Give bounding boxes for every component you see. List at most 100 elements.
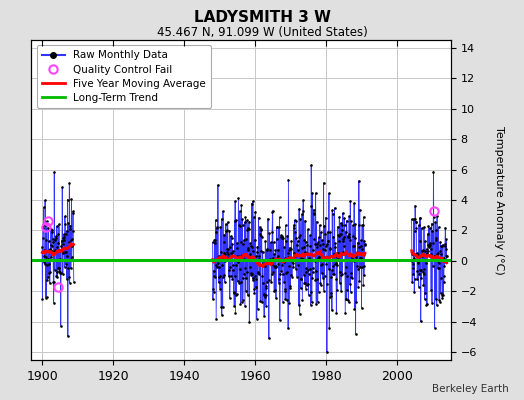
- Point: [45, 261, 53, 268]
- Point: [432, 302, 441, 308]
- Point: [338, 226, 346, 233]
- Point: [438, 295, 446, 302]
- Point: [295, 234, 303, 240]
- Point: [234, 259, 242, 265]
- Point: [432, 227, 441, 234]
- Point: [352, 253, 361, 260]
- Point: [409, 260, 417, 267]
- Point: [235, 252, 243, 259]
- Point: [441, 224, 450, 231]
- Point: [219, 208, 227, 214]
- Point: [215, 273, 224, 279]
- Point: [414, 260, 422, 266]
- Point: [441, 243, 449, 249]
- Point: [244, 245, 253, 251]
- Point: [287, 272, 295, 278]
- Point: [243, 217, 251, 223]
- Point: [335, 214, 344, 220]
- Point: [336, 272, 345, 278]
- Point: [257, 248, 265, 254]
- Point: [48, 229, 57, 235]
- Point: [59, 240, 68, 247]
- Point: [63, 196, 72, 203]
- Point: [45, 270, 53, 276]
- Point: [53, 274, 61, 280]
- Point: [417, 267, 425, 273]
- Point: [333, 232, 342, 238]
- Point: [314, 239, 322, 246]
- Point: [221, 250, 229, 257]
- Point: [236, 278, 245, 285]
- Point: [259, 280, 267, 286]
- Point: [209, 239, 217, 246]
- Point: [413, 268, 422, 274]
- Point: [323, 241, 332, 247]
- Point: [250, 286, 258, 292]
- Point: [218, 262, 226, 268]
- Point: [436, 247, 444, 254]
- Point: [357, 243, 365, 250]
- Point: [336, 220, 345, 226]
- Point: [324, 238, 333, 244]
- Point: [237, 299, 246, 306]
- Point: [359, 282, 367, 288]
- Point: [284, 324, 292, 331]
- Point: [252, 276, 260, 282]
- Point: [322, 261, 331, 268]
- Point: [256, 230, 264, 237]
- Point: [264, 258, 272, 264]
- Point: [235, 266, 244, 272]
- Point: [261, 238, 269, 244]
- Point: [254, 306, 262, 312]
- Point: [347, 274, 356, 280]
- Point: [348, 275, 356, 281]
- Point: [286, 285, 294, 291]
- Point: [226, 233, 235, 240]
- Point: [252, 284, 260, 290]
- Point: [48, 243, 56, 249]
- Point: [440, 254, 449, 261]
- Point: [247, 243, 256, 250]
- Point: [235, 280, 244, 286]
- Point: [299, 244, 308, 250]
- Point: [47, 254, 56, 260]
- Point: [241, 219, 249, 225]
- Point: [344, 234, 352, 241]
- Point: [242, 236, 250, 242]
- Point: [297, 276, 305, 282]
- Point: [56, 269, 64, 276]
- Point: [50, 247, 59, 254]
- Point: [66, 280, 74, 286]
- Point: [219, 304, 227, 311]
- Point: [293, 274, 301, 280]
- Point: [65, 239, 73, 245]
- Point: [51, 236, 59, 243]
- Point: [229, 261, 237, 268]
- Point: [52, 272, 60, 279]
- Point: [233, 245, 241, 251]
- Point: [316, 242, 324, 248]
- Point: [60, 263, 69, 270]
- Point: [341, 228, 350, 235]
- Point: [271, 286, 279, 293]
- Point: [288, 256, 296, 262]
- Point: [314, 254, 322, 261]
- Point: [410, 216, 418, 222]
- Point: [211, 237, 219, 243]
- Point: [248, 275, 257, 282]
- Point: [427, 286, 435, 293]
- Point: [319, 246, 327, 252]
- Point: [225, 228, 234, 234]
- Point: [302, 282, 311, 288]
- Point: [300, 280, 309, 286]
- Point: [245, 218, 253, 225]
- Point: [307, 162, 315, 168]
- Point: [249, 214, 258, 220]
- Point: [344, 297, 353, 304]
- Point: [351, 235, 359, 242]
- Point: [40, 261, 49, 267]
- Point: [267, 239, 275, 246]
- Point: [331, 261, 339, 267]
- Point: [435, 296, 443, 303]
- Point: [265, 334, 273, 341]
